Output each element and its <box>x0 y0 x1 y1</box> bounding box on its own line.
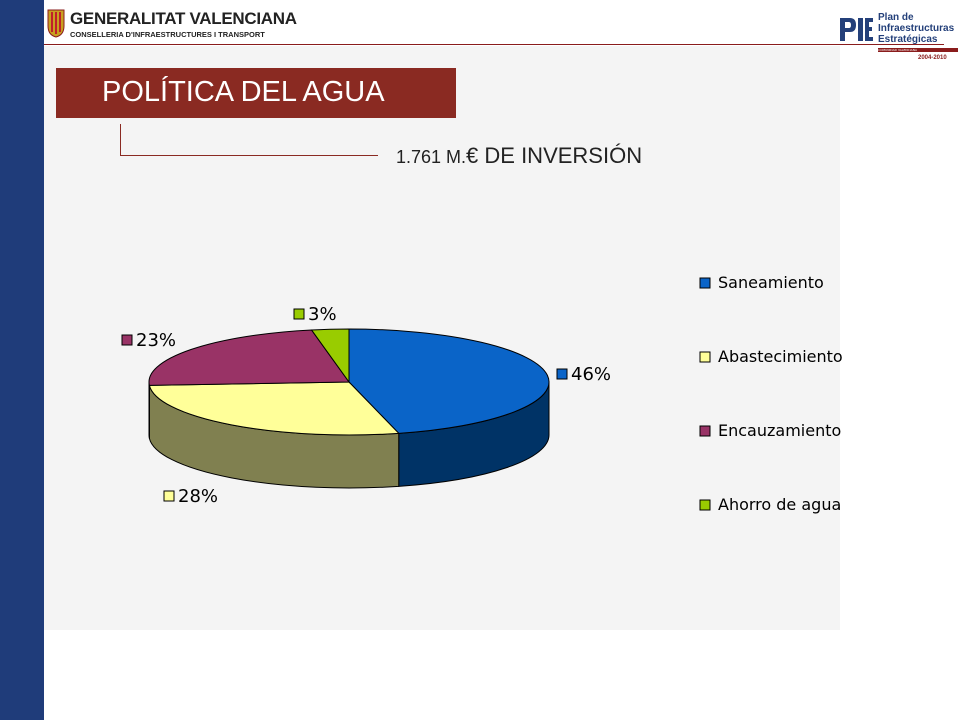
investment-caption: 1.761 M.€ DE INVERSIÓN <box>396 143 642 169</box>
plan-years: 2004-2010 <box>918 55 947 61</box>
pie-data-labels: 46% 28% 23% 3% <box>121 304 611 507</box>
data-label-saneamiento: 46% <box>571 364 611 385</box>
data-label-encauzamiento: 23% <box>136 330 176 351</box>
slide-title: POLÍTICA DEL AGUA <box>102 76 385 108</box>
legend-marker-abastecimiento <box>699 351 711 363</box>
plan-logo-line: Estratégicas <box>878 34 938 45</box>
plan-logo-text: Plan de Infraestructuras Estratégicas <box>878 12 954 45</box>
plan-logo-line: Plan de <box>878 12 914 23</box>
generalitat-logo: GENERALITAT VALENCIANA CONSELLERIA D'INF… <box>46 6 297 42</box>
shield-icon <box>47 9 65 38</box>
pie-slice-ahorro-de-agua <box>310 328 350 384</box>
data-label-abastecimiento: 28% <box>178 486 218 507</box>
title-connector-line <box>120 124 378 156</box>
plan-logo-line: Infraestructuras <box>878 23 955 34</box>
legend-label-abastecimiento: Abastecimiento <box>718 347 843 366</box>
data-label-ahorro-de-agua: 3% <box>308 304 337 325</box>
legend-label-encauzamiento: Encauzamiento <box>718 421 841 440</box>
legend-marker-saneamiento <box>699 277 711 289</box>
data-label-marker-abastecimiento <box>163 490 175 502</box>
org-department: CONSELLERIA D'INFRAESTRUCTURES I TRANSPO… <box>70 30 265 39</box>
chart-legend: Saneamiento Abastecimiento Encauzamiento Ah… <box>699 273 843 514</box>
org-name: GENERALITAT VALENCIANA <box>70 9 297 28</box>
legend-label-ahorro-de-agua: Ahorro de agua <box>718 495 841 514</box>
investment-amount: 1.761 M. <box>396 147 467 167</box>
plan-logo: Plan de Infraestructuras Estratégicas CO… <box>838 12 960 64</box>
header-divider <box>44 44 944 45</box>
legend-marker-encauzamiento <box>699 425 711 437</box>
data-label-marker-saneamiento <box>556 368 568 380</box>
pie-slices <box>148 328 550 436</box>
legend-marker-ahorro-de-agua <box>699 499 711 511</box>
data-label-marker-encauzamiento <box>121 334 133 346</box>
data-label-marker-ahorro-de-agua <box>293 308 305 320</box>
pie-slice-saneamiento <box>348 328 550 434</box>
legend-label-saneamiento: Saneamiento <box>718 273 824 292</box>
investment-label: € DE INVERSIÓN <box>466 143 643 168</box>
plan-region-band: COMUNIDAD VALENCIANA <box>878 48 958 52</box>
pie-slice-encauzamiento <box>148 329 350 386</box>
left-decorative-band <box>0 0 44 720</box>
pie-monogram-icon <box>840 18 873 41</box>
pie-slice-abastecimiento <box>148 381 400 436</box>
slide-title-box: POLÍTICA DEL AGUA <box>56 68 456 118</box>
